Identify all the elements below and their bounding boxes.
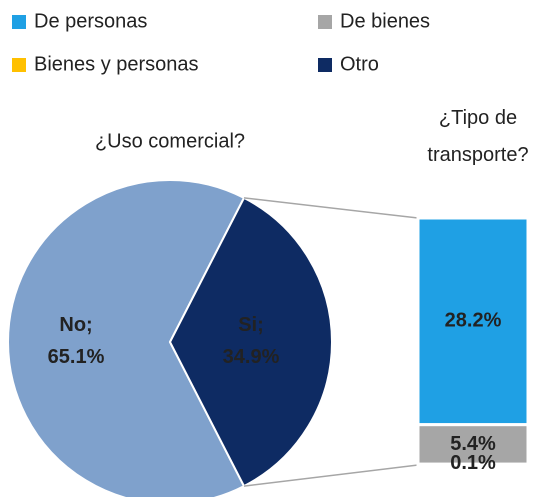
bar-segment <box>416 216 530 427</box>
bar-title: ¿Tipo de transporte? <box>427 107 528 166</box>
pie-title: ¿Uso comercial? <box>95 130 245 152</box>
legend-label: De bienes <box>340 10 430 32</box>
data-label: 0.1% <box>450 452 496 474</box>
data-label: Si; 34.9% <box>223 314 280 368</box>
legend-label: Otro <box>340 53 379 75</box>
legend-label: De personas <box>34 10 147 32</box>
connector <box>243 197 419 219</box>
legend-label: Bienes y personas <box>34 53 199 75</box>
data-label: 5.4% <box>450 433 496 455</box>
pie-slice <box>168 196 333 488</box>
bar-segment <box>416 462 530 467</box>
legend-swatch <box>12 15 26 29</box>
legend-swatch <box>12 58 26 72</box>
data-label: No; 65.1% <box>48 314 105 368</box>
connector <box>243 464 419 487</box>
pie-slice <box>7 179 246 497</box>
data-label: 28.2% <box>445 310 502 332</box>
bar-segment <box>416 423 530 466</box>
legend-swatch <box>318 15 332 29</box>
legend-swatch <box>318 58 332 72</box>
